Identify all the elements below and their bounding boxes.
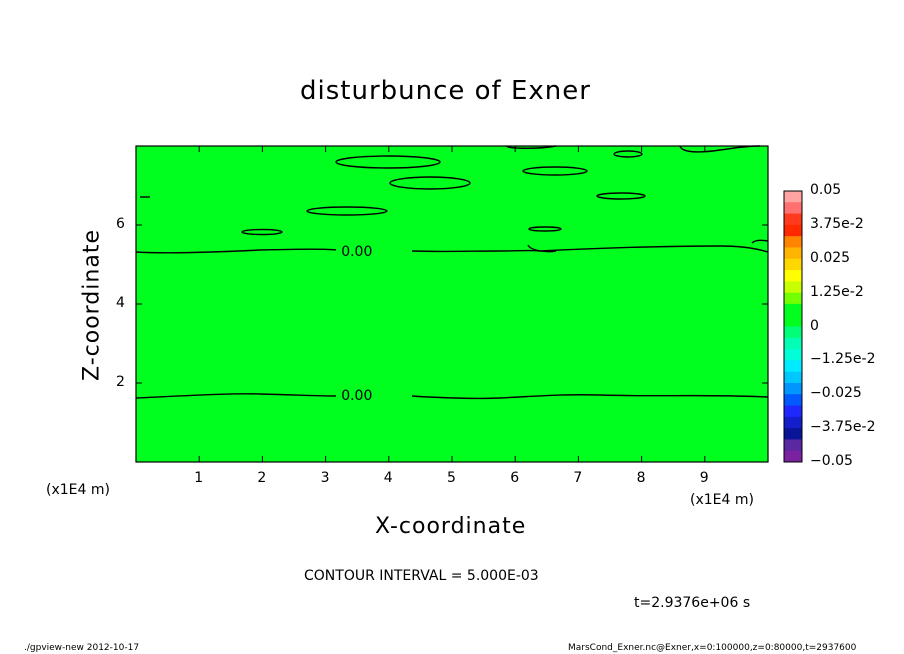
colorbar-label: 0 <box>810 317 819 334</box>
x-tick-label: 8 <box>636 470 646 486</box>
colorbar-swatch <box>784 315 802 327</box>
x-tick-label: 2 <box>257 470 267 486</box>
x-tick-label: 9 <box>699 470 709 486</box>
colorbar-label: −0.025 <box>810 385 862 402</box>
colorbar-label: 0.025 <box>810 249 851 266</box>
x-tick-label: 7 <box>573 470 583 486</box>
contour-blob <box>241 228 283 236</box>
colorbar-swatch <box>784 191 802 203</box>
colorbar-label: 0.05 <box>810 182 842 198</box>
colorbar-swatch <box>784 450 802 463</box>
y-tick-label: 2 <box>116 374 125 390</box>
colorbar-swatch <box>784 394 802 407</box>
colorbar-swatch <box>784 292 802 305</box>
colorbar-label: 1.25e-2 <box>810 283 864 300</box>
colorbar-label: −0.05 <box>810 453 853 469</box>
chart-title: disturbunce of Exner <box>300 76 591 106</box>
contour-blob <box>527 244 557 253</box>
contour-blob <box>522 166 588 176</box>
contour-blob <box>596 192 646 200</box>
y-tick-label: 4 <box>116 295 125 311</box>
contour-lines <box>135 145 769 400</box>
colorbar-swatch <box>784 303 802 316</box>
colorbar-label: −3.75e-2 <box>810 419 876 436</box>
footer-left: ./gpview-new 2012-10-17 <box>24 643 140 653</box>
contour-blob <box>306 206 388 216</box>
x-unit-right: (x1E4 m) <box>690 492 754 508</box>
contour-line-lower <box>135 393 769 400</box>
colorbar-swatch <box>784 224 802 237</box>
colorbar-label: −1.25e-2 <box>810 351 876 368</box>
contour-interval: CONTOUR INTERVAL = 5.000E-03 <box>304 568 539 584</box>
colorbar-swatch <box>784 371 802 384</box>
colorbar-swatch <box>784 382 802 395</box>
contour-blob <box>751 239 769 244</box>
contour-line-upper <box>135 245 769 254</box>
x-tick-marks <box>198 146 706 462</box>
colorbar-swatch <box>784 270 802 282</box>
y-tick-label: 6 <box>116 216 125 232</box>
colorbar-swatch <box>784 416 802 429</box>
colorbar-frame <box>783 190 803 463</box>
colorbar-swatch <box>784 247 802 260</box>
colorbar <box>783 190 803 463</box>
contour-label: 0.00 <box>339 387 375 404</box>
colorbar-swatch <box>784 236 802 248</box>
x-unit-left: (x1E4 m) <box>46 482 110 498</box>
contour-blob <box>335 155 441 169</box>
y-axis-title: Z-coordinate <box>79 229 105 381</box>
x-tick-label: 1 <box>194 470 204 486</box>
colorbar-swatch <box>784 360 802 373</box>
footer-right: MarsCond_Exner.nc@Exner,x=0:100000,z=0:8… <box>568 643 857 653</box>
y-tick-marks <box>136 224 768 384</box>
colorbar-swatch <box>784 439 802 452</box>
colorbar-swatch <box>784 258 802 271</box>
x-tick-label: 3 <box>320 470 330 486</box>
contour-blob <box>389 176 471 190</box>
colorbar-swatch <box>784 213 802 226</box>
colorbar-swatch <box>784 349 802 361</box>
x-tick-label: 6 <box>510 470 520 486</box>
contour-blob <box>613 150 643 158</box>
x-axis-title: X-coordinate <box>375 514 527 539</box>
colorbar-swatch <box>784 281 802 294</box>
colorbar-swatch <box>784 405 802 418</box>
contour-blob <box>505 145 557 149</box>
colorbar-swatch <box>784 428 802 440</box>
x-tick-label: 5 <box>447 470 456 486</box>
data-field <box>136 146 768 462</box>
colorbar-swatch <box>784 337 802 350</box>
contour-label: 0.00 <box>339 243 375 260</box>
colorbar-swatch <box>784 202 802 215</box>
x-tick-label: 4 <box>383 470 393 486</box>
time-label: t=2.9376e+06 s <box>634 595 751 611</box>
colorbar-swatch <box>784 326 802 339</box>
colorbar-label: 3.75e-2 <box>810 215 864 232</box>
contour-blob <box>528 226 562 232</box>
